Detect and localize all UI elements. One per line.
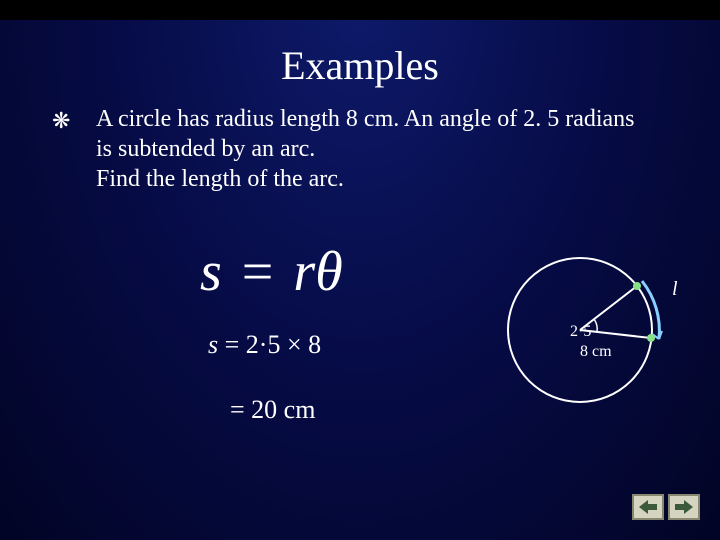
formula: s = rθ bbox=[200, 240, 343, 304]
problem-text-content: A circle has radius length 8 cm. An angl… bbox=[96, 106, 635, 192]
problem-text: A circle has radius length 8 cm. An angl… bbox=[96, 104, 636, 194]
step1-eq: = bbox=[225, 330, 240, 359]
back-arrow-icon bbox=[639, 500, 657, 514]
endpoint-dot-bottom bbox=[647, 334, 655, 342]
forward-arrow-icon bbox=[675, 500, 693, 514]
top-bar bbox=[0, 0, 720, 20]
step1-val: 2·5 × 8 bbox=[246, 330, 321, 359]
endpoint-dot-top bbox=[633, 282, 641, 290]
arc-highlight bbox=[642, 281, 659, 339]
formula-r: r bbox=[293, 241, 315, 303]
radius-label: 8 cm bbox=[580, 343, 612, 361]
formula-lhs: s bbox=[200, 241, 222, 303]
arc-label: l bbox=[672, 278, 678, 301]
formula-eq: = bbox=[236, 241, 280, 303]
bullet-icon: ❋ bbox=[52, 108, 70, 134]
step1-var: s bbox=[208, 330, 218, 359]
nav-forward-button[interactable] bbox=[668, 494, 700, 520]
nav-back-button[interactable] bbox=[632, 494, 664, 520]
angle-label: 2·5 bbox=[570, 323, 591, 341]
page-title: Examples bbox=[0, 42, 720, 89]
step-2: = 20 cm bbox=[230, 395, 315, 425]
step-1: s = 2·5 × 8 bbox=[208, 330, 321, 360]
formula-theta: θ bbox=[315, 241, 343, 303]
angle-arc bbox=[594, 319, 597, 332]
nav-controls bbox=[632, 494, 700, 520]
